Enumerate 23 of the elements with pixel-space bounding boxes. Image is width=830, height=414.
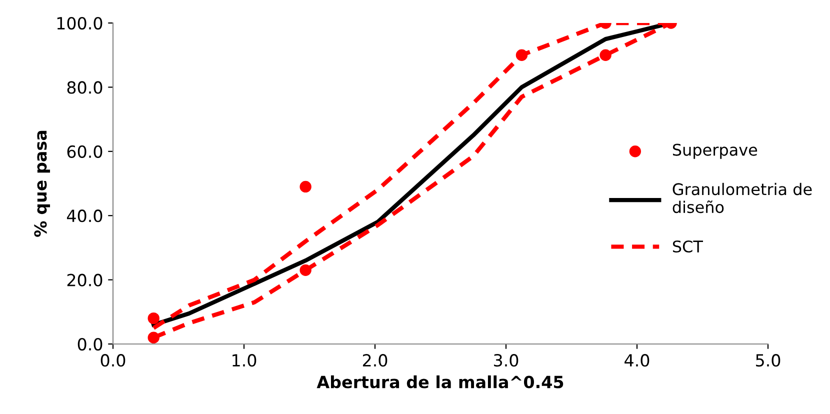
x-tick-label: 3.0 [494,354,518,367]
x-axis-title: Abertura de la malla^0.45 [316,375,564,388]
x-tick-label: 4.0 [624,354,650,367]
x-tick-label: 0.0 [100,354,126,367]
y-tick-label: 60.0 [67,145,102,158]
x-tick-label: 5.0 [756,354,780,367]
y-tick-label: 0.0 [78,338,102,351]
y-tick-label: 20.0 [67,274,102,286]
y-axis-title: % que pasa [34,130,50,237]
point [148,312,160,324]
legend-label: Granulometria de diseño [672,182,812,214]
point [300,180,312,193]
point [148,332,160,344]
point [516,49,528,61]
legend-label: SCT [672,240,703,253]
x-tick-label: 2.0 [362,354,388,367]
y-tick-label: 40.0 [66,210,102,222]
y-tick-label: 80.0 [67,81,102,94]
point [300,264,312,276]
x-tick-label: 1.0 [232,354,256,367]
legend-label: Superpave [672,144,758,159]
y-tick-label: 100.0 [57,16,102,30]
point [600,49,612,61]
